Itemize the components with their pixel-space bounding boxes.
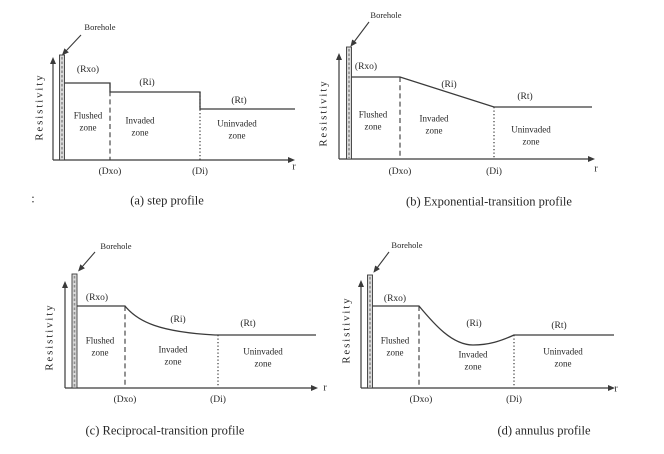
panel-d-caption: (d) annulus profile — [497, 423, 591, 438]
panel-d-rt-label: (Rt) — [551, 321, 567, 331]
panel-b-x-axis-label: r — [594, 163, 598, 175]
panel-a-uninvaded-zone-label: Uninvaded zone — [217, 118, 257, 140]
panel-b-flushed-zone-label: Flushed zone — [358, 109, 388, 131]
panel-a-flushed-zone-label: Flushed zone — [73, 110, 103, 132]
panel-a-invaded-zone-label: Invaded zone — [125, 115, 155, 137]
panel-b-uninvaded-zone-label: Uninvaded zone — [511, 124, 551, 146]
panel-b-dxo-label: (Dxo) — [388, 167, 412, 177]
panel-d-y-axis-label: Resistivity — [341, 296, 353, 364]
panel-c-lines — [62, 251, 318, 391]
panel-b-lines — [336, 21, 595, 162]
panel-a-borehole-arrow — [61, 34, 82, 56]
panel-d-invaded-zone-label: Invaded zone — [458, 349, 488, 371]
panel-c-y-axis-label: Resistivity — [44, 303, 56, 371]
panel-c-profile-line — [77, 305, 316, 336]
panel-a-caption: (a) step profile — [130, 193, 204, 208]
panel-b-ri-label: (Ri) — [441, 80, 457, 90]
panel-c-caption: (c) Reciprocal-transition profile — [85, 423, 245, 438]
panel-a-profile-line — [64, 82, 295, 110]
panel-c-dxo-label: (Dxo) — [113, 395, 137, 405]
panel-b-caption: (b) Exponential-transition profile — [406, 194, 572, 209]
panel-c-borehole-arrow — [78, 251, 96, 272]
panel-b-profile-line — [351, 76, 592, 108]
panel-a-y-axis-label: Resistivity — [34, 73, 46, 141]
panel-a-di-label: (Di) — [192, 167, 208, 177]
panel-c-ri-label: (Ri) — [170, 315, 186, 325]
panel-b-y-axis-label: Resistivity — [318, 79, 330, 147]
colon-mark: : — [31, 191, 35, 206]
panel-b-di-label: (Di) — [486, 167, 502, 177]
panel-b-borehole-arrow — [350, 21, 370, 47]
panel-d-borehole-arrow — [373, 251, 390, 273]
panel-c-rt-label: (Rt) — [240, 319, 256, 329]
panel-d-profile-line — [372, 305, 614, 346]
panel-a-dxo-label: (Dxo) — [98, 167, 122, 177]
panel-d-ri-label: (Ri) — [466, 319, 482, 329]
panel-a-rt-label: (Rt) — [231, 96, 247, 106]
panel-d-rxo-label: (Rxo) — [383, 294, 407, 304]
panel-b-borehole-label: Borehole — [370, 10, 402, 20]
panel-a-ri-label: (Ri) — [139, 78, 155, 88]
panel-c-di-label: (Di) — [210, 395, 226, 405]
panel-d-dxo-label: (Dxo) — [409, 395, 433, 405]
panel-c-x-axis-label: r — [323, 382, 327, 394]
panel-d-flushed-zone-label: Flushed zone — [380, 335, 410, 357]
panel-a-borehole-label: Borehole — [84, 22, 116, 32]
panel-d-lines — [358, 251, 615, 391]
panel-a-lines — [50, 34, 295, 163]
panel-a-rxo-label: (Rxo) — [76, 65, 100, 75]
panel-c-invaded-zone-label: Invaded zone — [158, 344, 188, 366]
panel-c-flushed-zone-label: Flushed zone — [85, 335, 115, 357]
panel-c-uninvaded-zone-label: Uninvaded zone — [243, 346, 283, 368]
panel-c-rxo-label: (Rxo) — [85, 293, 109, 303]
panel-b-rxo-label: (Rxo) — [354, 62, 378, 72]
panel-b-rt-label: (Rt) — [517, 92, 533, 102]
panel-d-di-label: (Di) — [506, 395, 522, 405]
panel-a-x-axis-label: r — [292, 161, 296, 173]
panel-c-borehole-label: Borehole — [100, 241, 132, 251]
panel-d-borehole-label: Borehole — [391, 240, 423, 250]
panel-b-invaded-zone-label: Invaded zone — [419, 113, 449, 135]
panel-d-x-axis-label: r — [614, 383, 618, 395]
panel-d-uninvaded-zone-label: Uninvaded zone — [543, 346, 583, 368]
